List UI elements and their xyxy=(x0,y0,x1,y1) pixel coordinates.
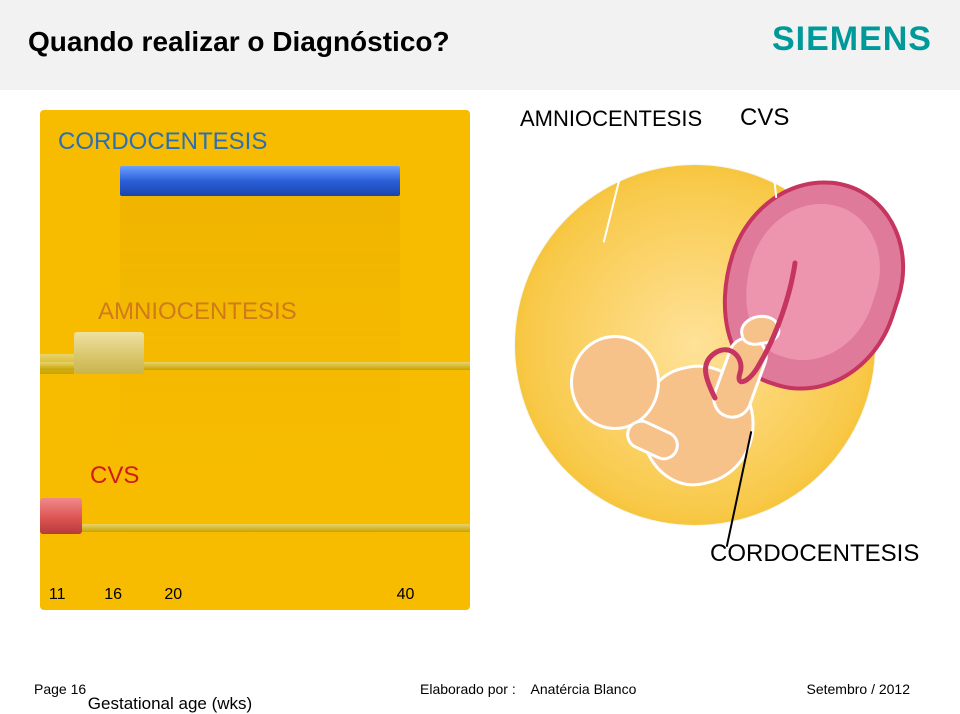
label-amniocentesis: AMNIOCENTESIS xyxy=(98,298,297,326)
diagram-label-cordo: CORDOCENTESIS xyxy=(710,540,919,568)
bar-cvs xyxy=(40,498,82,534)
footer-page: Page 16 xyxy=(34,681,86,697)
main-content: CORDOCENTESIS AMNIOCENTESIS CVS 11 16 20… xyxy=(0,90,960,650)
womb-diagram: AMNIOCENTESIS CVS CORDOCENTESIS xyxy=(500,110,930,610)
bar-cordocentesis xyxy=(120,166,400,196)
tick-16: 16 xyxy=(104,586,122,604)
bar-cvs-baseline xyxy=(40,524,470,532)
tick-11: 11 xyxy=(49,586,66,604)
tick-40: 40 xyxy=(397,586,415,604)
diagram-label-cvs: CVS xyxy=(740,104,789,132)
x-axis-label: Gestational age (wks) xyxy=(88,694,252,706)
page-title: Quando realizar o Diagnóstico? xyxy=(28,26,450,58)
label-cordocentesis: CORDOCENTESIS xyxy=(58,128,267,156)
siemens-logo: SIEMENS xyxy=(772,20,932,59)
diagram-label-amnio: AMNIOCENTESIS xyxy=(520,106,702,132)
footer-author-name: Anatércia Blanco xyxy=(531,681,637,697)
label-cvs: CVS xyxy=(90,462,139,490)
footer-author-prefix: Elaborado por : xyxy=(420,681,516,697)
timeline-panel: CORDOCENTESIS AMNIOCENTESIS CVS 11 16 20… xyxy=(40,110,470,610)
fetus-head xyxy=(570,335,660,430)
tick-20: 20 xyxy=(164,586,182,604)
footer-date: Setembro / 2012 xyxy=(806,681,910,697)
footer-author: Elaborado por : Anatércia Blanco xyxy=(420,681,636,697)
bar-amniocentesis xyxy=(74,332,144,374)
header-bar: Quando realizar o Diagnóstico? SIEMENS xyxy=(0,0,960,90)
